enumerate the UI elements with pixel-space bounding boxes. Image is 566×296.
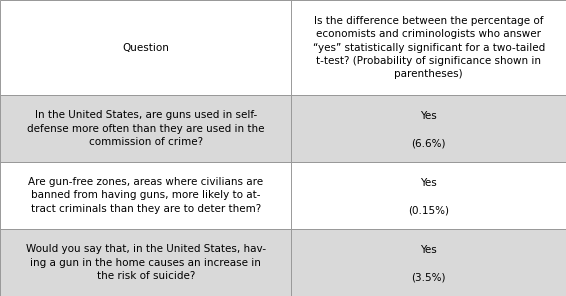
Text: Yes: Yes xyxy=(421,245,437,255)
Bar xyxy=(291,162,566,229)
Text: Would you say that, in the United States, hav-
ing a gun in the home causes an i: Would you say that, in the United States… xyxy=(25,244,266,281)
Text: In the United States, are guns used in self-
defense more often than they are us: In the United States, are guns used in s… xyxy=(27,110,264,147)
Bar xyxy=(0,95,291,162)
Bar xyxy=(0,229,291,296)
Bar xyxy=(291,229,566,296)
Text: Yes: Yes xyxy=(421,178,437,189)
Text: Is the difference between the percentage of
economists and criminologists who an: Is the difference between the percentage… xyxy=(312,16,545,79)
Bar xyxy=(0,162,291,229)
Text: Yes: Yes xyxy=(421,111,437,121)
Text: Question: Question xyxy=(122,43,169,52)
Text: (3.5%): (3.5%) xyxy=(411,272,446,282)
Text: (0.15%): (0.15%) xyxy=(408,205,449,215)
Bar xyxy=(291,0,566,95)
Text: Are gun-free zones, areas where civilians are
banned from having guns, more like: Are gun-free zones, areas where civilian… xyxy=(28,177,263,214)
Bar xyxy=(291,95,566,162)
Bar xyxy=(0,0,291,95)
Text: (6.6%): (6.6%) xyxy=(411,138,446,148)
